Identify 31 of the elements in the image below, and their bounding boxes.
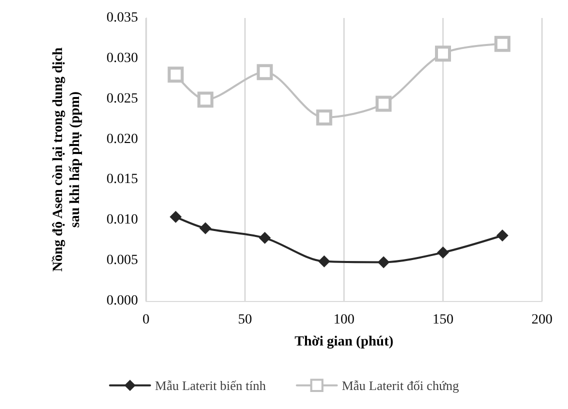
y-tick-label: 0.015 [106, 172, 138, 188]
y-tick-label: 0.010 [106, 212, 138, 228]
x-tick-label: 150 [432, 312, 454, 328]
x-tick-label: 50 [238, 312, 252, 328]
point [437, 246, 449, 258]
point [435, 46, 451, 62]
point [316, 109, 332, 126]
point [376, 96, 392, 112]
x-tick-label: 100 [334, 312, 354, 328]
point [378, 256, 390, 268]
point [494, 36, 510, 52]
y-axis-title: Nồng độ Asen còn lại trong dung dịch sau khi hấp phụ (ppm) [51, 47, 83, 272]
x-tick-label: 200 [532, 312, 552, 328]
y-tick-label: 0.005 [106, 253, 138, 268]
x-tick-label: 0 [142, 312, 150, 328]
x-axis-title: Thời gian (phút) [294, 334, 394, 350]
point [258, 232, 271, 244]
point [170, 210, 182, 223]
point [318, 255, 330, 268]
y-tick-label: 0.030 [106, 50, 138, 66]
point [199, 222, 212, 234]
legend-label: Mẫu Laterit biến tính [155, 378, 266, 393]
y-tick-label: 0.035 [106, 10, 138, 26]
point [197, 92, 214, 108]
point [256, 64, 273, 80]
y-tick-label: 0.000 [106, 294, 138, 308]
legend-label: Mẫu Laterit đối chứng [342, 378, 460, 393]
point [168, 66, 184, 83]
y-tick-label: 0.025 [106, 91, 138, 106]
point [496, 230, 508, 242]
y-tick-label: 0.020 [106, 132, 138, 147]
